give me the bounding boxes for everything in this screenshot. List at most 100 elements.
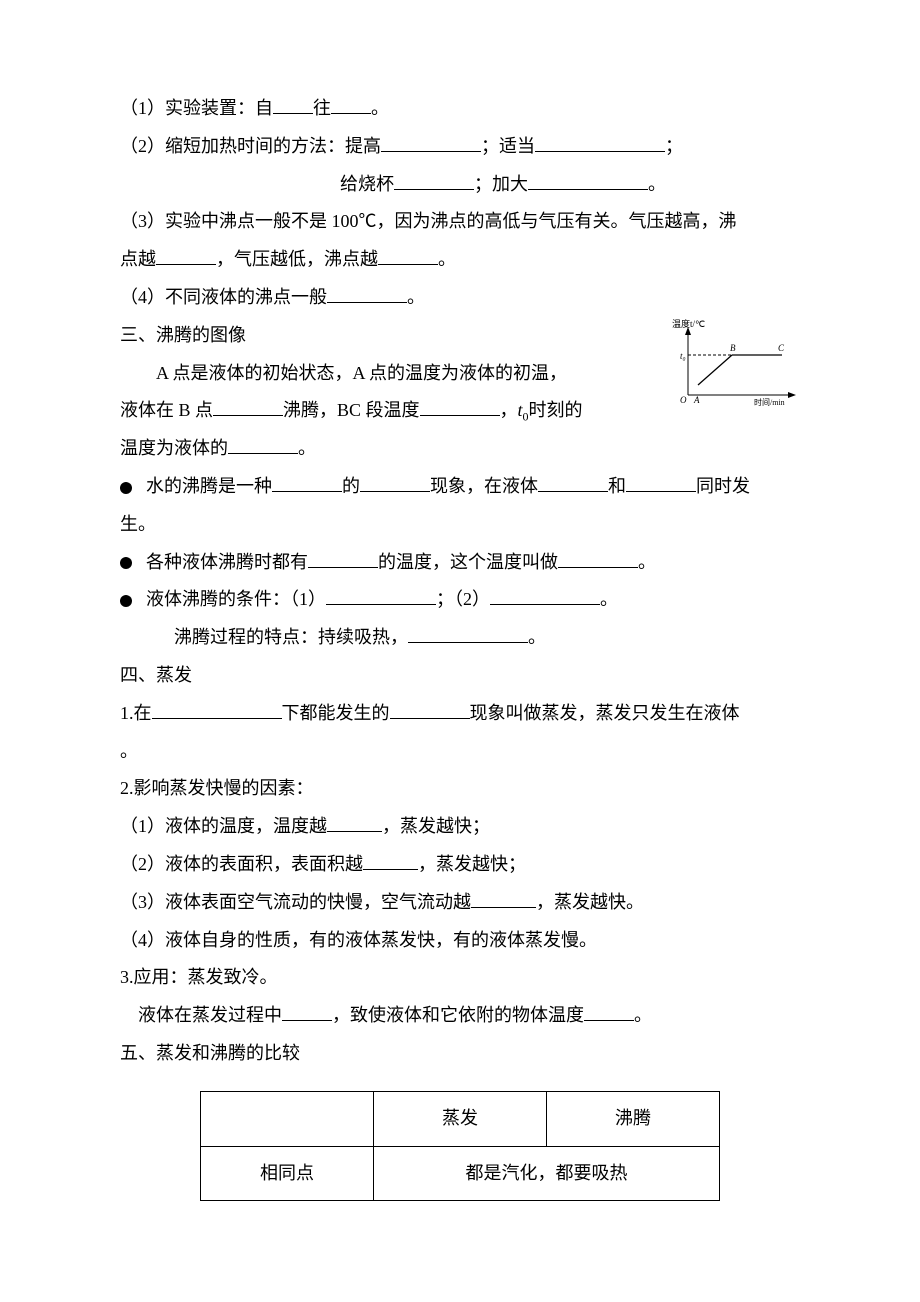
t: 的温度，这个温度叫做 [378,552,558,572]
t: 。 [600,589,618,609]
blank [538,491,608,492]
bullet-icon [120,595,132,607]
B-label: B [730,343,736,353]
line-1: （1）实验装置：自 往 。 [120,90,800,128]
blank [420,415,500,416]
t: 液体在 B 点 [120,400,213,420]
ylabel: 温度t/℃ [672,318,705,329]
th-blank [201,1091,374,1146]
t: ，蒸发越快； [418,854,526,874]
blank [213,415,283,416]
blank [471,907,536,908]
blank [326,604,436,605]
t: ，蒸发越快； [382,816,490,836]
xlabel: 时间/min [754,397,785,407]
line-7: 温度为液体的。 [120,430,800,468]
blank [378,264,438,265]
heading-5: 五、蒸发和沸腾的比较 [120,1035,800,1073]
t: 。 [528,627,546,647]
graph-svg: 温度t/℃ t₀ O A B C 时间/min [670,317,800,407]
evap-3: 3.应用：蒸发致冷。 [120,959,800,997]
td-same-val: 都是汽化，都要吸热 [374,1146,720,1201]
t: ，气压越低，沸点越 [216,249,378,269]
blank [273,113,313,114]
evap-3b: 液体在蒸发过程中，致使液体和它依附的物体温度。 [120,997,800,1035]
bullet-icon [120,557,132,569]
blank [381,151,481,152]
blank [327,302,407,303]
A-label: A [693,395,700,405]
t: （3）液体表面空气流动的快慢，空气流动越 [120,892,471,912]
t: ；适当 [481,136,535,156]
bullet-1: 水的沸腾是一种的现象，在液体和同时发 [120,468,800,506]
t: 液体在蒸发过程中 [138,1005,282,1025]
t: 现象，在液体 [430,476,538,496]
bullet-2: 各种液体沸腾时都有的温度，这个温度叫做。 [120,544,800,582]
evap-22: （2）液体的表面积，表面积越 ，蒸发越快； [120,846,800,884]
blank [626,491,696,492]
t: 沸腾，BC 段温度 [283,400,420,420]
t: 沸腾过程的特点：持续吸热， [174,627,408,647]
blank [156,264,216,265]
line-3: （3）实验中沸点一般不是 100℃，因为沸点的高低与气压有关。气压越高，沸 [120,203,800,241]
evap-23: （3）液体表面空气流动的快慢，空气流动越 ，蒸发越快。 [120,884,800,922]
t: （3）实验中沸点一般不是 100℃，因为沸点的高低与气压有关。气压越高，沸 [120,211,737,231]
t: ；加大 [474,174,528,194]
O-label: O [680,395,687,405]
t: A 点是液体的初始状态，A 点的温度为液体的初温， [156,363,567,383]
t: 。 [407,287,425,307]
table-row: 蒸发 沸腾 [201,1091,720,1146]
t: 往 [313,98,331,118]
t: 给烧杯 [340,174,394,194]
blank [584,1020,634,1021]
t: （1）液体的温度，温度越 [120,816,327,836]
t: （4）不同液体的沸点一般 [120,287,327,307]
evap-24: （4）液体自身的性质，有的液体蒸发快，有的液体蒸发慢。 [120,922,800,960]
t: 。 [648,174,666,194]
th-evap: 蒸发 [374,1091,547,1146]
blank [394,189,474,190]
blank [490,604,600,605]
t: 液体沸腾的条件：（1） [146,589,326,609]
blank [331,113,371,114]
bullet-3b: 沸腾过程的特点：持续吸热， 。 [120,619,800,657]
t: 和 [608,476,626,496]
blank [390,718,470,719]
evap-2: 2.影响蒸发快慢的因素： [120,770,800,808]
bullet-3: 液体沸腾的条件：（1）；（2）。 [120,581,800,619]
t: 各种液体沸腾时都有 [146,552,308,572]
t: 现象叫做蒸发，蒸发只发生在液体 [470,703,740,723]
blank [228,453,298,454]
line-4: （4）不同液体的沸点一般 。 [120,279,800,317]
blank [558,567,638,568]
t: 点越 [120,249,156,269]
t: （1）实验装置：自 [120,98,273,118]
t: （2）液体的表面积，表面积越 [120,854,363,874]
heading-4: 四、蒸发 [120,657,800,695]
blank [152,718,282,719]
t: ，蒸发越快。 [536,892,644,912]
blank [408,642,528,643]
t: 水的沸腾是一种 [146,476,272,496]
evap-21: （1）液体的温度，温度越 ，蒸发越快； [120,808,800,846]
blank [360,491,430,492]
t0-label: t₀ [680,351,686,361]
blank [308,567,378,568]
blank [272,491,342,492]
evap-1: 1.在下都能发生的现象叫做蒸发，蒸发只发生在液体 [120,695,800,733]
t: 温度为液体的 [120,438,228,458]
blank [282,1020,332,1021]
blank [535,151,665,152]
compare-table: 蒸发 沸腾 相同点 都是汽化，都要吸热 [200,1091,720,1202]
bullet-icon [120,482,132,494]
boiling-graph: 温度t/℃ t₀ O A B C 时间/min [670,317,800,421]
C-label: C [778,343,785,353]
table-row: 相同点 都是汽化，都要吸热 [201,1146,720,1201]
t: 的 [342,476,360,496]
t: ， [500,400,518,420]
t: （2）缩短加热时间的方法：提高 [120,136,381,156]
t: 。 [438,249,456,269]
th-boil: 沸腾 [547,1091,720,1146]
td-same: 相同点 [201,1146,374,1201]
t: 。 [371,98,389,118]
